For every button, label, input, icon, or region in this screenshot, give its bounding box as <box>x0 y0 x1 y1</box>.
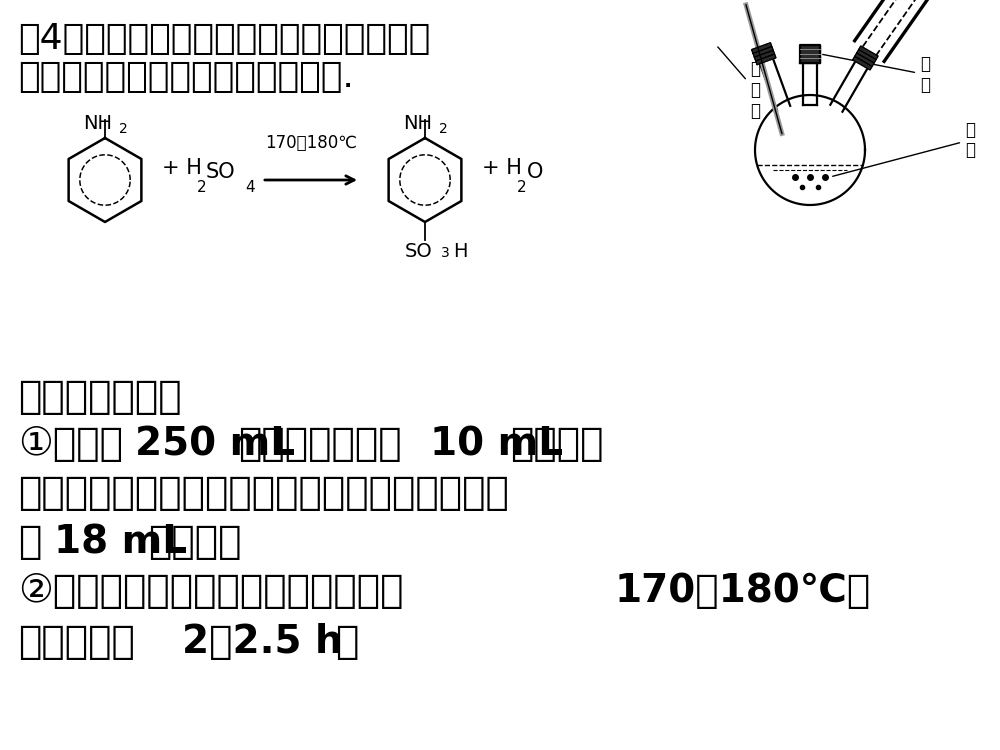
Text: NH: NH <box>83 114 112 133</box>
Polygon shape <box>800 45 820 63</box>
Text: 维持此温度: 维持此温度 <box>18 623 135 661</box>
Text: + H: + H <box>162 158 202 178</box>
Text: O: O <box>527 162 543 182</box>
Text: 三颈烧瓶中加入: 三颈烧瓶中加入 <box>238 425 402 463</box>
Polygon shape <box>756 54 776 64</box>
Text: 2: 2 <box>517 181 527 196</box>
Text: 2～2.5 h: 2～2.5 h <box>182 623 343 661</box>
Text: 10 mL: 10 mL <box>430 425 563 463</box>
Text: 。: 。 <box>335 623 358 661</box>
Text: 例4、对氨基苯磺酸是制取染料和一些药物: 例4、对氨基苯磺酸是制取染料和一些药物 <box>18 22 430 56</box>
Text: 实验步骤如下：: 实验步骤如下： <box>18 378 182 416</box>
Text: 塞
子: 塞 子 <box>823 55 930 94</box>
Text: 2: 2 <box>119 122 128 136</box>
Polygon shape <box>855 53 874 67</box>
Text: 2: 2 <box>439 122 448 136</box>
Text: 粒沸石，将三颈烧瓶放入冷水中冷却，小心地加: 粒沸石，将三颈烧瓶放入冷水中冷却，小心地加 <box>18 474 509 512</box>
Text: 温
度
计: 温 度 计 <box>718 47 760 119</box>
Text: 苯胺及几: 苯胺及几 <box>510 425 604 463</box>
Text: H: H <box>453 242 468 261</box>
Text: 入: 入 <box>18 523 41 561</box>
Text: 18 mL: 18 mL <box>54 523 187 561</box>
Text: 浓硫酸。: 浓硫酸。 <box>148 523 242 561</box>
Polygon shape <box>859 46 878 59</box>
Text: 的重要中间体，可由苯胺磺化得到.: 的重要中间体，可由苯胺磺化得到. <box>18 60 354 94</box>
Text: SO: SO <box>206 162 236 182</box>
Text: ①在一个: ①在一个 <box>18 425 123 463</box>
Text: NH: NH <box>403 114 432 133</box>
Text: 3: 3 <box>441 246 450 260</box>
Text: 170～180℃: 170～180℃ <box>265 134 357 152</box>
Polygon shape <box>857 50 876 63</box>
Polygon shape <box>853 56 872 70</box>
Text: 冷
凝
管: 冷 凝 管 <box>0 749 1 750</box>
Text: ②将三颈烧瓶置于油浴中缓慢加热至: ②将三颈烧瓶置于油浴中缓慢加热至 <box>18 572 404 610</box>
Polygon shape <box>752 43 772 53</box>
Text: 250 mL: 250 mL <box>135 425 295 463</box>
Text: 170～180℃，: 170～180℃， <box>615 572 871 610</box>
Text: 4: 4 <box>245 181 255 196</box>
Text: 沸
石: 沸 石 <box>833 121 975 176</box>
Polygon shape <box>754 50 775 61</box>
Polygon shape <box>753 46 773 57</box>
Text: SO: SO <box>405 242 433 261</box>
Text: 2: 2 <box>197 181 207 196</box>
Text: + H: + H <box>482 158 522 178</box>
